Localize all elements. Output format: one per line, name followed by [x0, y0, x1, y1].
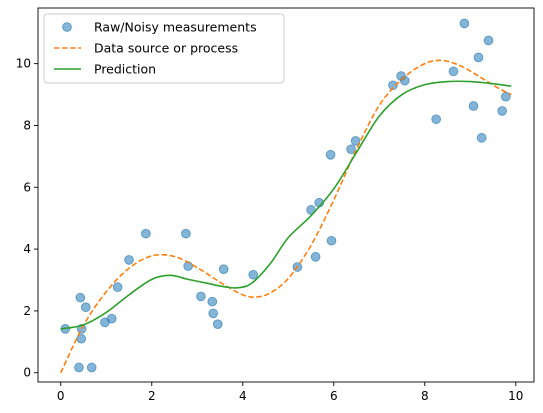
- scatter-point: [483, 35, 494, 46]
- scatter-point: [74, 362, 84, 373]
- x-tick-label: 0: [57, 389, 65, 403]
- scatter-point: [448, 66, 459, 77]
- legend-box: [43, 13, 285, 84]
- scatter-point: [112, 282, 123, 292]
- legend-label: Raw/Noisy measurements: [94, 20, 257, 35]
- x-tick-label: 4: [239, 389, 247, 403]
- x-tick-label: 6: [330, 389, 338, 403]
- y-tick-label: 10: [16, 57, 31, 71]
- scatter-point: [476, 133, 487, 143]
- x-tick-label: 8: [421, 389, 429, 403]
- scatter-point: [468, 101, 479, 111]
- scatter-point: [497, 106, 507, 116]
- scatter-point: [459, 18, 470, 29]
- scatter-point: [141, 228, 151, 239]
- scatter-point: [124, 255, 134, 265]
- scatter-point: [196, 291, 206, 302]
- legend-label: Data source or process: [94, 41, 238, 56]
- scatter-point: [325, 150, 336, 160]
- scatter-point: [80, 302, 91, 313]
- scatter-point: [218, 264, 229, 274]
- x-tick-label: 10: [508, 389, 523, 403]
- prediction-line: [60, 80, 512, 330]
- plot-area: [60, 18, 512, 374]
- source-line: [60, 59, 512, 374]
- y-tick-label: 6: [23, 180, 31, 194]
- scatter-point: [86, 362, 97, 373]
- scatter-point: [208, 308, 218, 319]
- scatter-point: [473, 52, 484, 63]
- scatter-point: [310, 252, 321, 262]
- scatter-point: [75, 292, 86, 303]
- axes: 0 2 4 6 8 10 0 2 4 6 8 10: [16, 7, 535, 403]
- scatter-point: [212, 319, 223, 330]
- scatter-point: [326, 235, 337, 246]
- scatter-point: [207, 296, 218, 307]
- y-tick-label: 8: [23, 118, 31, 132]
- scatter-point: [431, 114, 441, 125]
- legend-label: Prediction: [94, 62, 156, 77]
- scatter-point: [248, 269, 259, 280]
- scatter-point: [181, 228, 191, 239]
- scatter-point: [346, 144, 356, 155]
- scatter-point: [350, 136, 361, 146]
- scatter-point: [388, 80, 398, 91]
- y-tick-label: 0: [23, 366, 31, 380]
- axes-frame: [37, 7, 535, 383]
- y-tick-label: 4: [23, 242, 31, 256]
- x-tick-label: 2: [148, 389, 156, 403]
- legend: Raw/Noisy measurements Data source or pro…: [43, 13, 285, 84]
- scatter-point: [106, 313, 117, 324]
- legend-marker-scatter: [62, 22, 72, 32]
- y-tick-label: 2: [23, 304, 31, 318]
